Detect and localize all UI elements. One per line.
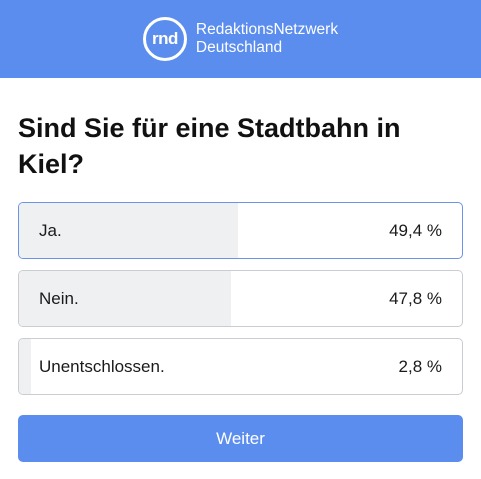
option-percent: 49,4 % bbox=[389, 220, 442, 240]
brand-name: RedaktionsNetzwerk Deutschland bbox=[196, 21, 338, 57]
option-percent: 47,8 % bbox=[389, 288, 442, 308]
poll-option-ja[interactable]: Ja. 49,4 % bbox=[18, 202, 463, 259]
option-percent: 2,8 % bbox=[398, 356, 442, 376]
poll-option-unentschlossen[interactable]: Unentschlossen. 2,8 % bbox=[18, 338, 463, 395]
result-bar-ja bbox=[19, 203, 238, 258]
next-button[interactable]: Weiter bbox=[18, 415, 463, 462]
poll-option-nein[interactable]: Nein. 47,8 % bbox=[18, 270, 463, 327]
brand-line-1: RedaktionsNetzwerk bbox=[195, 21, 339, 38]
option-label: Nein. bbox=[39, 288, 79, 308]
rnd-logo[interactable]: rnd bbox=[142, 17, 187, 61]
logo-text: rnd bbox=[151, 29, 178, 48]
poll-question: Sind Sie für eine Stadtbahn in Kiel? bbox=[18, 113, 401, 179]
option-label: Unentschlossen. bbox=[39, 356, 165, 376]
result-bar-unentschlossen bbox=[19, 339, 32, 394]
option-label: Ja. bbox=[39, 220, 62, 240]
result-bar-nein bbox=[19, 271, 231, 326]
brand-line-2: Deutschland bbox=[195, 39, 283, 56]
site-header: rnd RedaktionsNetzwerk Deutschland bbox=[0, 0, 481, 78]
